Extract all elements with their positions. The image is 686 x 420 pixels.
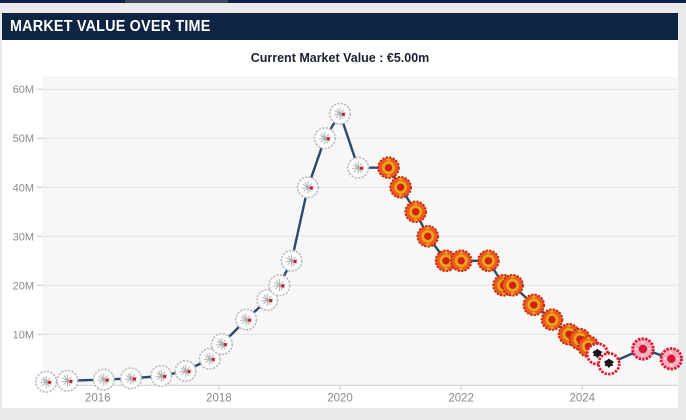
section-title: MARKET VALUE OVER TIME	[10, 17, 211, 35]
scrollbar-thumb[interactable]	[125, 0, 228, 3]
current-market-value-text: Current Market Value : €5.00m	[250, 51, 430, 65]
browser-top-strip	[0, 0, 686, 3]
market-value-card: MARKET VALUE OVER TIME Current Market Va…	[2, 13, 678, 408]
section-header: MARKET VALUE OVER TIME	[2, 13, 678, 40]
